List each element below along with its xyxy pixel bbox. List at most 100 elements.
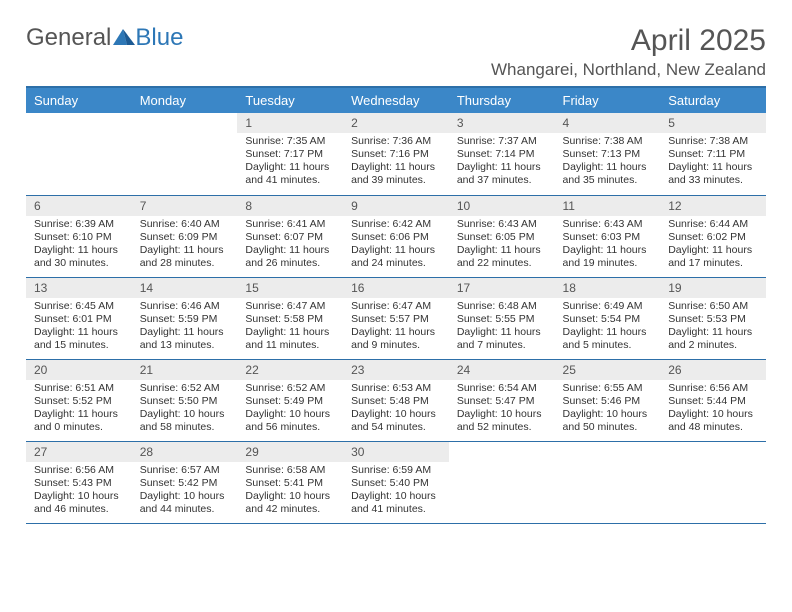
sunrise-line: Sunrise: 6:47 AM xyxy=(351,300,441,313)
sunset-line: Sunset: 5:58 PM xyxy=(245,313,335,326)
day-cell: 6Sunrise: 6:39 AMSunset: 6:10 PMDaylight… xyxy=(26,195,132,277)
day-content: Sunrise: 6:41 AMSunset: 6:07 PMDaylight:… xyxy=(237,216,343,275)
day-cell: 12Sunrise: 6:44 AMSunset: 6:02 PMDayligh… xyxy=(660,195,766,277)
sunset-line: Sunset: 7:13 PM xyxy=(563,148,653,161)
daylight-line: Daylight: 11 hours and 30 minutes. xyxy=(34,244,124,270)
daylight-line: Daylight: 10 hours and 48 minutes. xyxy=(668,408,758,434)
sunrise-line: Sunrise: 6:55 AM xyxy=(563,382,653,395)
sunrise-line: Sunrise: 7:37 AM xyxy=(457,135,547,148)
day-number: 4 xyxy=(555,113,661,133)
day-cell: 16Sunrise: 6:47 AMSunset: 5:57 PMDayligh… xyxy=(343,277,449,359)
day-content: Sunrise: 7:38 AMSunset: 7:11 PMDaylight:… xyxy=(660,133,766,192)
daylight-line: Daylight: 10 hours and 54 minutes. xyxy=(351,408,441,434)
day-content: Sunrise: 6:48 AMSunset: 5:55 PMDaylight:… xyxy=(449,298,555,357)
day-cell: 21Sunrise: 6:52 AMSunset: 5:50 PMDayligh… xyxy=(132,359,238,441)
sunrise-line: Sunrise: 6:52 AM xyxy=(140,382,230,395)
sunrise-line: Sunrise: 6:41 AM xyxy=(245,218,335,231)
empty-cell xyxy=(26,113,132,195)
day-header-saturday: Saturday xyxy=(660,87,766,113)
day-content: Sunrise: 6:59 AMSunset: 5:40 PMDaylight:… xyxy=(343,462,449,521)
sunset-line: Sunset: 6:09 PM xyxy=(140,231,230,244)
sunset-line: Sunset: 7:14 PM xyxy=(457,148,547,161)
logo-text-blue: Blue xyxy=(135,24,183,52)
day-number: 2 xyxy=(343,113,449,133)
sunrise-line: Sunrise: 6:43 AM xyxy=(457,218,547,231)
day-cell: 15Sunrise: 6:47 AMSunset: 5:58 PMDayligh… xyxy=(237,277,343,359)
day-content: Sunrise: 6:56 AMSunset: 5:43 PMDaylight:… xyxy=(26,462,132,521)
sunset-line: Sunset: 7:16 PM xyxy=(351,148,441,161)
day-cell: 18Sunrise: 6:49 AMSunset: 5:54 PMDayligh… xyxy=(555,277,661,359)
day-content: Sunrise: 6:52 AMSunset: 5:49 PMDaylight:… xyxy=(237,380,343,439)
sunset-line: Sunset: 5:43 PM xyxy=(34,477,124,490)
day-content: Sunrise: 6:56 AMSunset: 5:44 PMDaylight:… xyxy=(660,380,766,439)
day-number: 30 xyxy=(343,442,449,462)
day-content: Sunrise: 6:47 AMSunset: 5:57 PMDaylight:… xyxy=(343,298,449,357)
day-header-monday: Monday xyxy=(132,87,238,113)
month-title: April 2025 xyxy=(491,24,766,58)
sunrise-line: Sunrise: 6:52 AM xyxy=(245,382,335,395)
day-content: Sunrise: 6:40 AMSunset: 6:09 PMDaylight:… xyxy=(132,216,238,275)
daylight-line: Daylight: 11 hours and 0 minutes. xyxy=(34,408,124,434)
day-content: Sunrise: 6:54 AMSunset: 5:47 PMDaylight:… xyxy=(449,380,555,439)
daylight-line: Daylight: 11 hours and 33 minutes. xyxy=(668,161,758,187)
day-header-tuesday: Tuesday xyxy=(237,87,343,113)
day-cell: 9Sunrise: 6:42 AMSunset: 6:06 PMDaylight… xyxy=(343,195,449,277)
day-number: 20 xyxy=(26,360,132,380)
day-content: Sunrise: 6:43 AMSunset: 6:05 PMDaylight:… xyxy=(449,216,555,275)
day-cell: 27Sunrise: 6:56 AMSunset: 5:43 PMDayligh… xyxy=(26,441,132,523)
sunrise-line: Sunrise: 6:39 AM xyxy=(34,218,124,231)
daylight-line: Daylight: 10 hours and 42 minutes. xyxy=(245,490,335,516)
day-number: 28 xyxy=(132,442,238,462)
week-row: 13Sunrise: 6:45 AMSunset: 6:01 PMDayligh… xyxy=(26,277,766,359)
sunrise-line: Sunrise: 7:35 AM xyxy=(245,135,335,148)
day-number: 29 xyxy=(237,442,343,462)
day-content: Sunrise: 7:35 AMSunset: 7:17 PMDaylight:… xyxy=(237,133,343,192)
calendar-table: SundayMondayTuesdayWednesdayThursdayFrid… xyxy=(26,86,766,524)
daylight-line: Daylight: 10 hours and 52 minutes. xyxy=(457,408,547,434)
empty-cell xyxy=(132,113,238,195)
day-content: Sunrise: 6:52 AMSunset: 5:50 PMDaylight:… xyxy=(132,380,238,439)
day-cell: 22Sunrise: 6:52 AMSunset: 5:49 PMDayligh… xyxy=(237,359,343,441)
day-number: 13 xyxy=(26,278,132,298)
day-header-friday: Friday xyxy=(555,87,661,113)
day-content: Sunrise: 6:49 AMSunset: 5:54 PMDaylight:… xyxy=(555,298,661,357)
daylight-line: Daylight: 11 hours and 19 minutes. xyxy=(563,244,653,270)
day-content: Sunrise: 6:55 AMSunset: 5:46 PMDaylight:… xyxy=(555,380,661,439)
day-number: 8 xyxy=(237,196,343,216)
sunrise-line: Sunrise: 6:45 AM xyxy=(34,300,124,313)
sunset-line: Sunset: 5:55 PM xyxy=(457,313,547,326)
sunset-line: Sunset: 5:40 PM xyxy=(351,477,441,490)
sunrise-line: Sunrise: 6:56 AM xyxy=(668,382,758,395)
day-content: Sunrise: 6:42 AMSunset: 6:06 PMDaylight:… xyxy=(343,216,449,275)
day-cell: 14Sunrise: 6:46 AMSunset: 5:59 PMDayligh… xyxy=(132,277,238,359)
sunrise-line: Sunrise: 6:57 AM xyxy=(140,464,230,477)
sunset-line: Sunset: 6:10 PM xyxy=(34,231,124,244)
day-cell: 2Sunrise: 7:36 AMSunset: 7:16 PMDaylight… xyxy=(343,113,449,195)
day-cell: 24Sunrise: 6:54 AMSunset: 5:47 PMDayligh… xyxy=(449,359,555,441)
sunset-line: Sunset: 5:59 PM xyxy=(140,313,230,326)
daylight-line: Daylight: 11 hours and 11 minutes. xyxy=(245,326,335,352)
empty-cell xyxy=(660,441,766,523)
day-number: 12 xyxy=(660,196,766,216)
daylight-line: Daylight: 11 hours and 2 minutes. xyxy=(668,326,758,352)
daylight-line: Daylight: 10 hours and 50 minutes. xyxy=(563,408,653,434)
day-cell: 23Sunrise: 6:53 AMSunset: 5:48 PMDayligh… xyxy=(343,359,449,441)
day-cell: 3Sunrise: 7:37 AMSunset: 7:14 PMDaylight… xyxy=(449,113,555,195)
day-number: 24 xyxy=(449,360,555,380)
sunset-line: Sunset: 5:48 PM xyxy=(351,395,441,408)
sunrise-line: Sunrise: 6:47 AM xyxy=(245,300,335,313)
daylight-line: Daylight: 10 hours and 58 minutes. xyxy=(140,408,230,434)
day-content: Sunrise: 6:39 AMSunset: 6:10 PMDaylight:… xyxy=(26,216,132,275)
day-content: Sunrise: 7:36 AMSunset: 7:16 PMDaylight:… xyxy=(343,133,449,192)
day-content: Sunrise: 6:43 AMSunset: 6:03 PMDaylight:… xyxy=(555,216,661,275)
sunset-line: Sunset: 5:44 PM xyxy=(668,395,758,408)
daylight-line: Daylight: 11 hours and 28 minutes. xyxy=(140,244,230,270)
logo-triangle-icon xyxy=(113,27,135,45)
daylight-line: Daylight: 11 hours and 26 minutes. xyxy=(245,244,335,270)
day-content: Sunrise: 6:58 AMSunset: 5:41 PMDaylight:… xyxy=(237,462,343,521)
day-number: 1 xyxy=(237,113,343,133)
sunset-line: Sunset: 6:05 PM xyxy=(457,231,547,244)
sunset-line: Sunset: 5:54 PM xyxy=(563,313,653,326)
location: Whangarei, Northland, New Zealand xyxy=(491,60,766,80)
week-row: 1Sunrise: 7:35 AMSunset: 7:17 PMDaylight… xyxy=(26,113,766,195)
